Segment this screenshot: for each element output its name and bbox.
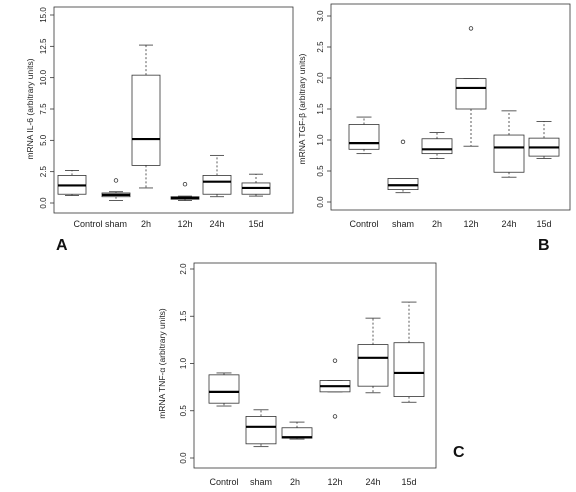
x-category-label: 24h xyxy=(365,477,380,487)
plot-frame xyxy=(53,6,294,214)
x-category-label: 24h xyxy=(501,219,516,229)
box-sham xyxy=(101,178,131,201)
x-category-label: 15d xyxy=(401,477,416,487)
box-body xyxy=(393,342,425,397)
outlier-point xyxy=(332,414,338,419)
box-2h xyxy=(281,421,313,440)
box-body xyxy=(357,344,389,387)
y-tick-label: 0.5 xyxy=(316,165,325,177)
x-category-label: 12h xyxy=(327,477,342,487)
outlier-point xyxy=(113,178,119,183)
y-tick-label: 2.5 xyxy=(39,166,48,178)
outlier-point xyxy=(182,181,188,187)
y-tick-label: 12.5 xyxy=(39,38,48,54)
box-body xyxy=(202,175,232,195)
outlier-point xyxy=(400,139,406,145)
y-tick-label: 7.5 xyxy=(39,103,48,115)
box-control xyxy=(57,170,87,196)
x-category-label: 12h xyxy=(177,219,192,229)
y-tick-label: 5.0 xyxy=(39,134,48,146)
y-tick-label: 0.0 xyxy=(316,196,325,208)
y-tick-label: 0.0 xyxy=(39,197,48,209)
x-category-label: sham xyxy=(392,219,414,229)
box-15d xyxy=(528,121,560,160)
panel-letter: B xyxy=(538,237,550,254)
x-category-label: 15d xyxy=(248,219,263,229)
box-body xyxy=(208,374,240,404)
y-tick-label: 2.0 xyxy=(179,263,188,275)
box-12h xyxy=(455,26,487,147)
y-tick-label: 15.0 xyxy=(39,7,48,23)
plot-frame xyxy=(330,3,571,211)
outlier-point xyxy=(468,26,474,31)
box-24h xyxy=(493,110,525,178)
box-body xyxy=(493,134,525,173)
y-tick-label: 10.0 xyxy=(39,69,48,85)
plot-frame xyxy=(193,262,437,469)
outlier-point xyxy=(332,358,338,363)
x-category-label: 2h xyxy=(290,477,300,487)
y-tick-label: 0.0 xyxy=(179,452,188,464)
x-category-label: 15d xyxy=(536,219,551,229)
x-category-label: 12h xyxy=(463,219,478,229)
x-category-label: Control xyxy=(209,477,238,487)
box-12h xyxy=(170,181,200,201)
x-category-label: 2h xyxy=(432,219,442,229)
panel-b: 0.0 0.5 1.0 1.5 2.0 2.5 3.0 mRNA TGF-β (arbitra… xyxy=(297,3,571,254)
x-category-label: 24h xyxy=(209,219,224,229)
box-control xyxy=(348,116,380,155)
y-axis-label: mRNA TGF-β (arbitrary units) xyxy=(297,53,307,164)
y-axis-label: mRNA TNF-α (arbitrary units) xyxy=(157,308,167,419)
box-15d xyxy=(393,301,425,403)
box-15d xyxy=(241,173,271,197)
y-tick-label: 2.5 xyxy=(316,41,325,53)
panel-letter: C xyxy=(453,444,465,461)
box-body xyxy=(421,138,453,155)
y-axis-label: mRNA IL-6 (arbitrary units) xyxy=(25,58,35,159)
box-sham xyxy=(387,139,419,194)
panel-c: 0.0 0.5 1.0 1.5 2.0 mRNA TNF-α (arbitrary uni… xyxy=(157,262,465,487)
y-tick-label: 1.5 xyxy=(316,103,325,115)
box-12h xyxy=(319,358,351,419)
panel-a: 0.0 2.5 5.0 7.5 10.0 12.5 15.0 mRNA IL-6 (arbit… xyxy=(25,6,294,254)
box-body xyxy=(348,124,380,150)
x-category-label: sham xyxy=(105,219,127,229)
y-tick-label: 1.5 xyxy=(179,310,188,322)
y-tick-label: 2.0 xyxy=(316,72,325,84)
box-control xyxy=(208,372,240,407)
x-category-label: 2h xyxy=(141,219,151,229)
box-body xyxy=(245,416,277,445)
panel-letter: A xyxy=(56,237,68,254)
y-tick-label: 3.0 xyxy=(316,10,325,22)
x-category-label: sham xyxy=(250,477,272,487)
box-body xyxy=(387,178,419,191)
box-body xyxy=(455,78,487,110)
box-body xyxy=(131,74,161,166)
y-tick-label: 0.5 xyxy=(179,405,188,417)
box-2h xyxy=(421,132,453,160)
box-24h xyxy=(357,317,389,394)
box-24h xyxy=(202,154,232,198)
box-sham xyxy=(245,409,277,448)
box-2h xyxy=(131,44,161,189)
x-category-label: Control xyxy=(73,219,102,229)
y-tick-label: 1.0 xyxy=(316,134,325,146)
y-tick-label: 1.0 xyxy=(179,357,188,369)
x-category-label: Control xyxy=(349,219,378,229)
